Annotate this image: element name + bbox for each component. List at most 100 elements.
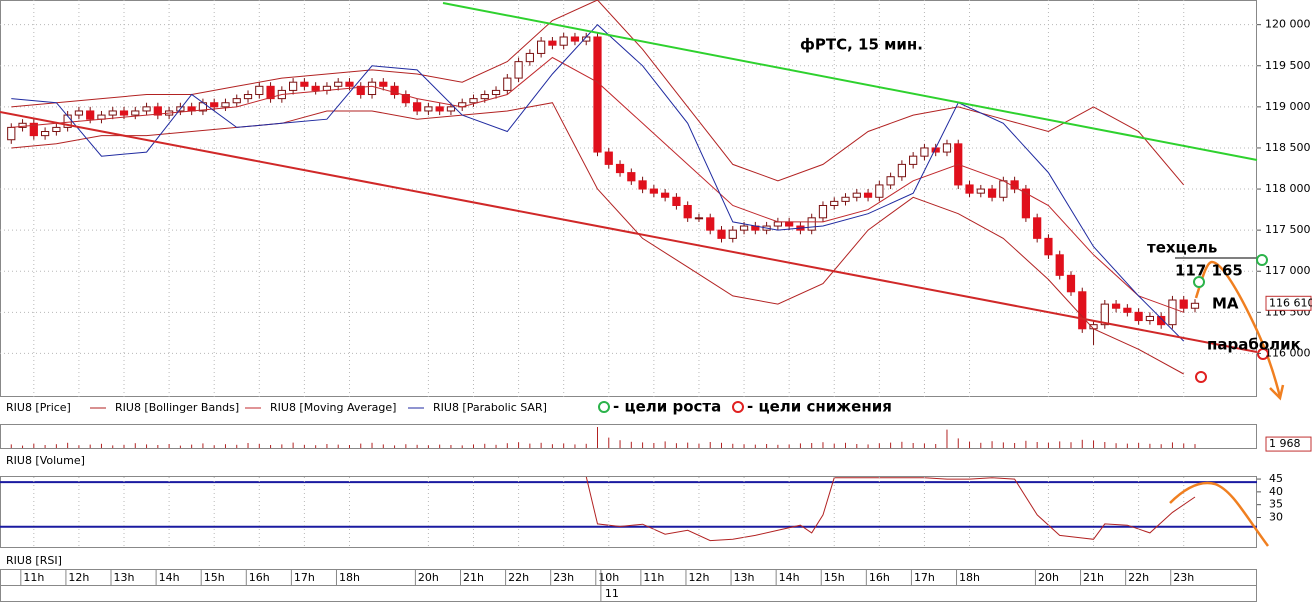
bollinger-lower (11, 102, 1184, 375)
candle-body (424, 106, 433, 112)
x-tick-label: 15h (824, 571, 845, 584)
candle-body (435, 106, 444, 112)
candle-body (841, 196, 850, 202)
y-tick-label: 117 000 (1265, 264, 1311, 277)
candle-body (1145, 315, 1155, 322)
candle-body (818, 204, 828, 219)
arrow-head (1269, 384, 1285, 401)
legend-label: RIU8 [Bollinger Bands] (115, 401, 239, 414)
x-tick-label: 23h (1173, 571, 1194, 584)
candle-body (537, 40, 546, 54)
forecast-arrow (1194, 260, 1282, 398)
panel-label: RIU8 [RSI] (6, 554, 62, 567)
candle-body (255, 85, 264, 96)
candle-body (503, 77, 512, 91)
candle-body (142, 106, 151, 112)
x-tick-label: 20h (1038, 571, 1059, 584)
candle-body (987, 188, 997, 198)
candle-body (525, 52, 534, 63)
candle-body (514, 61, 523, 79)
y-tick-label: 118 000 (1265, 182, 1311, 195)
candle-body (311, 85, 320, 91)
candle-body (1190, 302, 1200, 309)
candle-body (63, 114, 72, 128)
candle-body (627, 172, 636, 182)
resistance-line (442, 2, 1258, 161)
last-value-label: 116 610 (1269, 296, 1312, 309)
candle-body (739, 225, 749, 231)
candle-body (108, 110, 117, 116)
last-value-box (1265, 295, 1312, 311)
bollinger-upper (11, 0, 1185, 186)
candle-body (1033, 217, 1042, 239)
last-value-label: 1 968 (1269, 437, 1301, 450)
candle-body (1044, 237, 1053, 256)
x-tick-label: 11h (23, 571, 44, 584)
candle-body (785, 221, 794, 227)
x-tick-label: 22h (508, 571, 529, 584)
candle-body (119, 110, 129, 116)
candle-body (345, 81, 354, 87)
candle-body (491, 89, 501, 96)
annotation: техцель (1147, 239, 1217, 257)
panel-label: RIU8 [Volume] (6, 454, 85, 467)
candle-body (413, 102, 422, 112)
candle-body (153, 106, 162, 116)
indicator-line (11, 23, 1185, 342)
candle-body (401, 94, 410, 104)
overlay: фРТС, 15 мин. техцель 117 165 МА парабол… (0, 2, 1301, 567)
date-tick-label: 11 (605, 587, 619, 600)
candle-body (773, 221, 782, 227)
candle-body (7, 126, 16, 141)
candle-body (446, 106, 456, 112)
x-tick-label: 23h (553, 571, 574, 584)
x-tick-label: 17h (914, 571, 935, 584)
candle-body (379, 81, 388, 87)
candle-body (221, 102, 230, 108)
decline-target (1195, 371, 1207, 383)
candle-body (1066, 274, 1076, 293)
rsi-panel (0, 476, 1257, 548)
candle-body (570, 36, 580, 42)
decline-target (1257, 348, 1269, 360)
candle-body (852, 192, 861, 198)
candle-body (356, 85, 365, 96)
candle-body (1078, 291, 1087, 330)
candle-body (232, 98, 241, 104)
candle-body (694, 217, 704, 220)
x-tick-label: 12h (688, 571, 709, 584)
candle-body (1021, 188, 1030, 219)
y-tick-label: 117 500 (1265, 223, 1311, 236)
price-panel (0, 0, 1257, 397)
candle-body (886, 176, 895, 186)
annotation: МА (1212, 295, 1239, 313)
y-tick-label: 116 000 (1265, 346, 1311, 359)
x-tick-label: 18h (959, 571, 980, 584)
candle-body (210, 102, 219, 108)
candle-body (40, 131, 50, 137)
y-tick-label: 119 500 (1265, 59, 1311, 72)
chart-title: фРТС, 15 мин. (800, 36, 923, 54)
rsi-forecast (1169, 481, 1270, 547)
price-plot (0, 0, 1257, 397)
x-tick-label: 20h (418, 571, 439, 584)
candle-body (1111, 303, 1121, 309)
candle-body (649, 188, 658, 194)
candle-body (593, 36, 602, 153)
growth-target (1193, 276, 1205, 288)
growth-target (1256, 254, 1268, 266)
candle-body (897, 163, 906, 178)
candle-body (661, 192, 670, 198)
candle-body (29, 122, 38, 137)
candle-body (875, 184, 884, 198)
x-tick-label: 21h (463, 571, 484, 584)
candle-body (909, 155, 918, 165)
candle-body (289, 81, 298, 91)
support-line (0, 111, 1258, 353)
legend-label: RIU8 [Parabolic SAR] (433, 401, 547, 414)
y-tick-label: 40 (1269, 485, 1283, 498)
x-tick-label: 13h (114, 571, 135, 584)
candle-body (728, 229, 737, 239)
x-tick-label: 18h (339, 571, 360, 584)
